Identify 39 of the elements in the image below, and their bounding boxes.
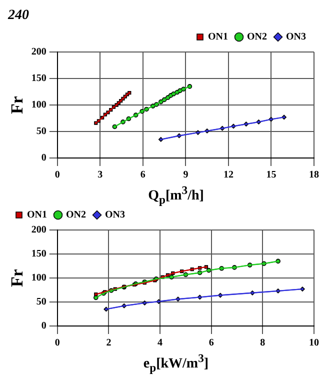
x-tick-label: 12 <box>223 170 234 181</box>
x-tick-label: 3 <box>98 170 103 181</box>
y-axis-title: Fr <box>8 268 27 287</box>
x-tick-label: 4 <box>158 338 163 349</box>
x-tick-label: 0 <box>54 338 60 349</box>
legend-label: ON2 <box>66 210 86 221</box>
point <box>204 265 208 269</box>
x-axis-title: Q$_{p}$[m$^{3}$/h] <box>147 183 205 206</box>
y-tick-label: 0 <box>41 320 46 332</box>
legend-label: ON2 <box>247 32 267 43</box>
y-tick-label: 150 <box>31 248 46 260</box>
y-axis-title: Fr <box>8 96 27 114</box>
y-tick-label: 50 <box>36 296 46 308</box>
x-tick-label: 6 <box>208 338 214 349</box>
x-tick-label: 18 <box>309 170 319 181</box>
legend-label: ON1 <box>27 210 47 221</box>
point <box>158 137 164 142</box>
y-tick-label: 200 <box>31 224 46 236</box>
y-tick-label: 0 <box>41 152 46 164</box>
legend-label: ON3 <box>286 32 306 43</box>
x-tick-label: 6 <box>140 170 146 181</box>
point <box>94 121 98 125</box>
x-axis-title: e$_{p}$[kW/m$^{3}$] <box>142 351 210 374</box>
x-tick-label: 8 <box>260 338 266 349</box>
x-tick-label: 2 <box>106 338 112 349</box>
y-tick-label: 100 <box>31 272 46 284</box>
y-tick-label: 50 <box>36 126 46 138</box>
point <box>300 286 305 292</box>
y-tick-label: 150 <box>31 73 46 84</box>
x-tick-label: 9 <box>183 170 188 181</box>
x-tick-label: 10 <box>309 338 319 349</box>
text: 240 <box>8 8 30 24</box>
x-tick-label: 0 <box>54 170 60 181</box>
x-tick-label: 15 <box>266 170 276 181</box>
y-tick-label: 200 <box>31 46 46 58</box>
legend-label: ON3 <box>105 210 125 221</box>
y-tick-label: 100 <box>31 100 46 111</box>
point <box>104 306 109 312</box>
legend-label: ON1 <box>208 32 228 43</box>
